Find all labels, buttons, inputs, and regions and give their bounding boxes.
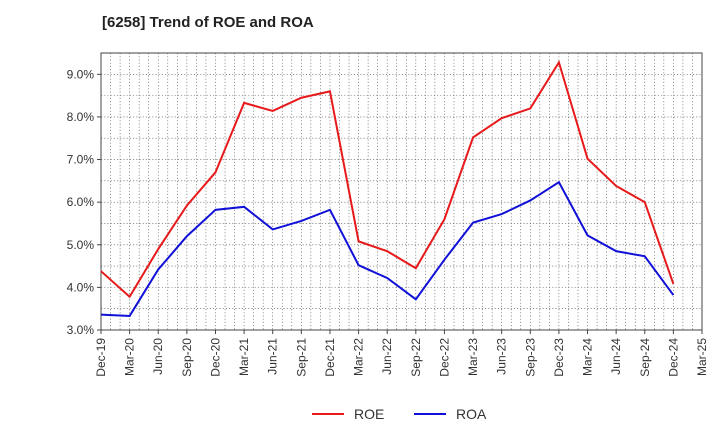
legend-label-roe: ROE: [354, 406, 384, 422]
series: [100, 59, 675, 317]
x-tick-label: Jun-20: [151, 338, 165, 375]
y-tick-label: 4.0%: [67, 280, 95, 294]
x-tick-label: Mar-23: [466, 338, 480, 376]
plot-area: [101, 53, 702, 330]
x-tick-label: Jun-23: [495, 338, 509, 375]
y-tick-label: 5.0%: [67, 238, 95, 252]
y-tick-label: 9.0%: [67, 67, 95, 81]
grid: [100, 52, 703, 331]
x-tick-label: Dec-22: [437, 338, 451, 377]
chart-title: [6258] Trend of ROE and ROA: [102, 14, 314, 31]
axes: 3.0% 4.0% 5.0% 6.0% 7.0% 8.0% 9.0% Dec-19 Mar-20…: [67, 52, 709, 377]
x-tick-label: Mar-22: [352, 338, 366, 376]
x-tick-label: Sep-24: [638, 338, 652, 377]
x-tick-label: Jun-24: [609, 338, 623, 375]
x-tick-label: Mar-24: [581, 338, 595, 376]
y-tick-label: 3.0%: [67, 323, 95, 337]
x-tick-label: Jun-22: [380, 338, 394, 375]
x-tick-label: Dec-23: [552, 338, 566, 377]
x-tick-label: Mar-20: [123, 338, 137, 376]
x-tick-label: Dec-19: [94, 338, 108, 377]
x-tick-label: Mar-25: [695, 338, 709, 376]
legend: ROE ROA: [312, 406, 487, 422]
x-tick-label: Sep-23: [523, 338, 537, 377]
plot-border: [100, 52, 703, 331]
x-tick-label: Jun-21: [266, 338, 280, 375]
x-tick-label: Sep-21: [294, 338, 308, 377]
x-tick-label: Sep-20: [180, 338, 194, 377]
x-tick-label: Dec-20: [208, 338, 222, 377]
x-tick-label: Sep-22: [409, 338, 423, 377]
y-tick-label: 6.0%: [67, 195, 95, 209]
y-tick-label: 7.0%: [67, 153, 95, 167]
legend-label-roa: ROA: [456, 406, 487, 422]
x-tick-label: Dec-21: [323, 338, 337, 377]
x-tick-label: Mar-21: [237, 338, 251, 376]
y-tick-label: 8.0%: [67, 110, 95, 124]
x-tick-label: Dec-24: [666, 338, 680, 377]
